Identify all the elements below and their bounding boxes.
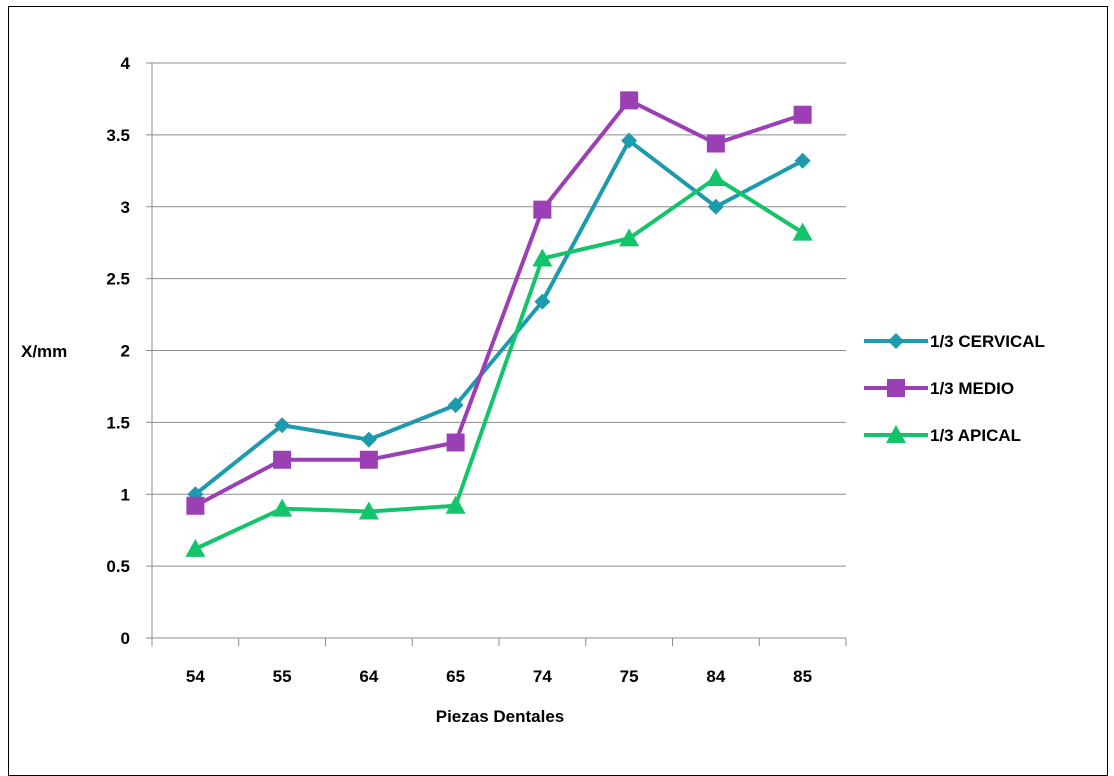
data-point-diamond [534, 293, 551, 310]
gridlines [152, 62, 846, 567]
legend-label: 1/3 APICAL [930, 426, 1021, 445]
y-tick-label: 1.5 [106, 413, 130, 432]
data-point-diamond [447, 397, 464, 414]
y-tick-label: 3.5 [106, 126, 130, 145]
y-tick-label: 1 [121, 485, 130, 504]
x-tick-label: 74 [533, 667, 552, 686]
data-point-triangle [886, 425, 906, 443]
x-axis-title: Piezas Dentales [436, 707, 565, 726]
data-point-triangle [358, 501, 379, 520]
data-point-diamond [360, 431, 377, 448]
legend-label: 1/3 MEDIO [930, 379, 1014, 398]
axes [146, 62, 847, 646]
data-point-diamond [621, 132, 638, 149]
data-point-triangle [619, 228, 640, 247]
x-tick-label: 75 [620, 667, 639, 686]
legend-label: 1/3 CERVICAL [930, 332, 1045, 351]
data-point-square [620, 91, 639, 110]
data-point-square [446, 433, 465, 452]
x-tick-label: 55 [273, 667, 292, 686]
x-tick-label: 84 [706, 667, 725, 686]
data-point-square [793, 105, 812, 124]
data-point-triangle [272, 498, 293, 517]
series [187, 132, 811, 503]
data-point-diamond [888, 333, 904, 349]
y-tick-label: 0.5 [106, 557, 130, 576]
legend-item: 1/3 CERVICAL [864, 332, 1045, 351]
y-axis-title: X/mm [21, 342, 67, 361]
series-group [185, 91, 813, 557]
series-line [194, 176, 804, 551]
data-point-diamond [707, 198, 724, 215]
x-tick-label: 64 [359, 667, 378, 686]
data-point-square [887, 379, 905, 397]
data-point-diamond [794, 152, 811, 169]
data-point-triangle [185, 538, 206, 557]
chart-frame [8, 6, 1108, 776]
y-tick-labels: 0 0.5 1 1.5 2 2.5 3 3.5 4 [106, 54, 130, 648]
y-tick-label: 0 [121, 629, 130, 648]
series [185, 168, 813, 557]
legend: 1/3 CERVICAL 1/3 MEDIO 1/3 APICAL [864, 332, 1045, 445]
data-point-triangle [792, 222, 813, 241]
data-point-triangle [705, 168, 726, 186]
series [186, 91, 812, 515]
x-tick-label: 54 [186, 667, 205, 686]
data-point-square [273, 450, 292, 469]
data-point-square [706, 134, 725, 153]
data-point-square [186, 496, 205, 515]
y-tick-label: 2.5 [106, 270, 130, 289]
x-tick-labels: 54 55 64 65 74 75 84 85 [186, 667, 812, 686]
x-tick-label: 65 [446, 667, 465, 686]
y-tick-label: 2 [121, 342, 130, 361]
data-point-square [533, 200, 552, 219]
y-tick-label: 3 [121, 198, 130, 217]
data-point-triangle [445, 495, 466, 514]
series-line [194, 98, 804, 508]
data-point-triangle [532, 248, 553, 267]
data-point-diamond [274, 417, 291, 434]
series-line [194, 138, 804, 496]
data-point-square [359, 450, 378, 469]
x-tick-label: 85 [793, 667, 812, 686]
legend-item: 1/3 APICAL [864, 425, 1021, 445]
legend-item: 1/3 MEDIO [864, 379, 1014, 398]
y-tick-label: 4 [121, 54, 131, 73]
